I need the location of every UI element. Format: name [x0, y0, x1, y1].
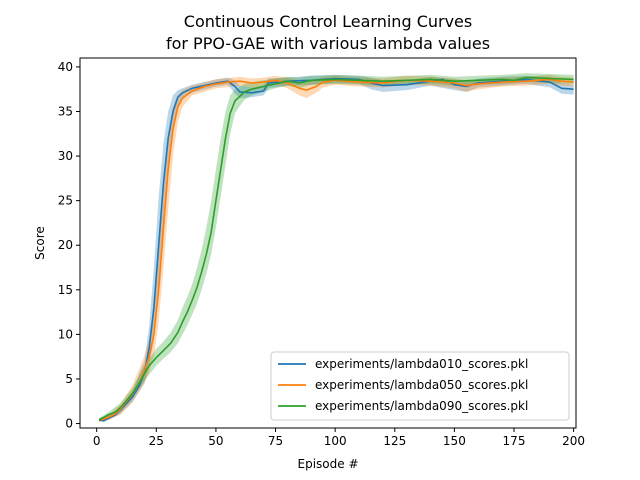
x-tick-label: 75 — [268, 434, 283, 448]
confidence-bands — [99, 73, 574, 422]
chart-title-line-2: for PPO-GAE with various lambda values — [166, 34, 490, 53]
y-axis-ticks: 0 5 10 15 20 25 30 35 40 — [58, 60, 80, 431]
x-tick-label: 100 — [324, 434, 347, 448]
legend-box — [270, 351, 570, 421]
legend-label-1: experiments/lambda050_scores.pkl — [315, 378, 528, 392]
x-tick-label: 0 — [93, 434, 101, 448]
x-axis-label: Episode # — [298, 457, 359, 471]
legend: experiments/lambda010_scores.pkl experime… — [270, 351, 570, 421]
y-tick-label: 35 — [58, 104, 73, 118]
x-tick-label: 125 — [383, 434, 406, 448]
plot-frame — [79, 57, 577, 429]
y-tick-label: 25 — [58, 194, 73, 208]
y-tick-label: 30 — [58, 149, 73, 163]
x-tick-label: 25 — [149, 434, 164, 448]
y-tick-label: 40 — [58, 60, 73, 74]
x-tick-label: 200 — [562, 434, 585, 448]
x-tick-label: 175 — [503, 434, 526, 448]
y-tick-label: 5 — [65, 372, 73, 386]
y-tick-label: 0 — [65, 417, 73, 431]
y-axis-label: Score — [33, 226, 47, 260]
legend-label-2: experiments/lambda090_scores.pkl — [315, 399, 528, 413]
series-band-2 — [99, 73, 574, 422]
legend-label-0: experiments/lambda010_scores.pkl — [315, 357, 528, 371]
y-tick-label: 20 — [58, 238, 73, 252]
x-axis-ticks: 0 25 50 75 100 125 150 175 200 — [93, 428, 585, 448]
x-tick-label: 150 — [443, 434, 466, 448]
chart-title-line-1: Continuous Control Learning Curves — [184, 12, 472, 31]
series-line-2 — [98, 76, 574, 421]
y-tick-label: 10 — [58, 327, 73, 341]
series-lines — [98, 76, 574, 422]
x-tick-label: 50 — [208, 434, 223, 448]
series-line-0 — [98, 77, 574, 422]
y-tick-label: 15 — [58, 283, 73, 297]
